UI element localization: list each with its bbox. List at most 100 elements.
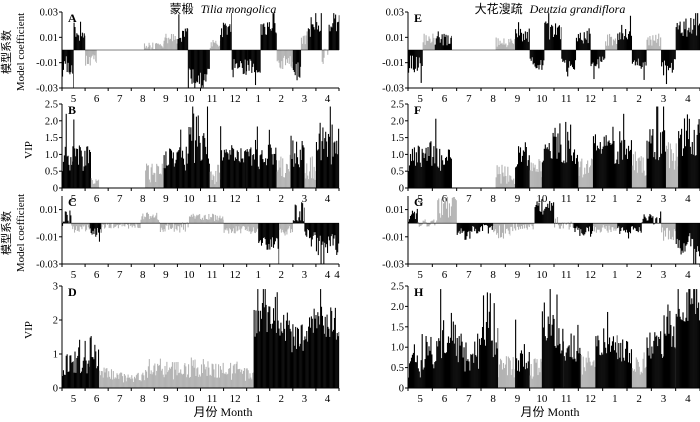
bar-c [281, 223, 283, 230]
bar-f [525, 147, 527, 188]
bar-e [568, 50, 570, 68]
bar-d [206, 375, 208, 388]
bar-a [236, 50, 238, 64]
bar-d [170, 368, 172, 388]
bar-c [199, 214, 201, 224]
bar-a [317, 25, 320, 50]
bar-b [182, 150, 184, 188]
bar-b [72, 146, 74, 188]
bar-c [110, 223, 112, 229]
bar-d [274, 296, 276, 388]
bar-h [696, 289, 698, 388]
bar-b [245, 151, 247, 188]
bar-h [538, 367, 540, 388]
bar-e [545, 21, 547, 50]
bar-a [239, 50, 241, 68]
bar-f [530, 162, 532, 188]
bar-g [679, 223, 681, 249]
bar-g [442, 215, 444, 224]
bar-b [233, 160, 236, 188]
x-tick-label-e: 12 [585, 93, 596, 105]
x-tick-label-d: 10 [183, 393, 195, 405]
bar-c [307, 223, 309, 230]
bar-d [242, 370, 245, 388]
bar-g [609, 223, 611, 230]
bar-g [421, 223, 423, 225]
bar-d [203, 364, 205, 388]
bar-h [540, 358, 542, 388]
bar-g [588, 223, 590, 232]
bar-a [240, 50, 242, 64]
bar-c [169, 223, 171, 226]
bar-c [317, 223, 319, 256]
bar-f [643, 170, 645, 188]
bar-e [624, 36, 626, 50]
bar-g [456, 223, 458, 235]
bar-a [258, 50, 260, 72]
bar-h [480, 344, 482, 388]
bar-b [193, 113, 195, 188]
bar-b [314, 179, 316, 188]
bar-c [246, 223, 248, 231]
bar-c [142, 213, 144, 224]
bar-c [150, 217, 152, 224]
bar-b [69, 170, 71, 188]
bar-a [68, 50, 70, 73]
bar-d [197, 367, 199, 388]
bar-c [305, 223, 307, 236]
bar-a [158, 44, 160, 50]
bar-h [673, 326, 675, 388]
bar-h [573, 335, 575, 388]
bar-c [104, 223, 106, 229]
bar-h [623, 357, 625, 388]
bar-d [330, 307, 332, 388]
bar-a [321, 50, 323, 62]
bar-f [680, 134, 682, 188]
bar-a [295, 50, 297, 64]
bar-c [144, 216, 146, 224]
x-tick-label-f: 4 [685, 193, 691, 205]
bar-e [566, 50, 568, 72]
bar-f [539, 160, 541, 188]
bar-a [228, 26, 230, 50]
bar-h [438, 338, 440, 388]
bar-f [605, 135, 607, 188]
bar-e [636, 50, 638, 66]
bar-g [493, 223, 495, 233]
bar-d [99, 375, 101, 388]
bar-c [336, 223, 338, 255]
bar-e [609, 36, 612, 50]
bar-a [155, 43, 158, 50]
bar-e [554, 23, 557, 50]
bar-g [670, 223, 672, 240]
bar-c [162, 223, 164, 232]
bar-c [224, 223, 226, 230]
bar-d [317, 312, 319, 388]
bar-c [93, 223, 95, 235]
bar-e [623, 39, 625, 50]
panel-h: 00.51.01.52.02.55 6 7 8 9 10 11 12 1 2 3 4H [391, 282, 700, 405]
x-tick-label-a: 6 [94, 93, 100, 105]
bar-a [177, 38, 179, 50]
bar-e [613, 40, 615, 50]
bar-d [113, 378, 115, 388]
bar-f [495, 177, 497, 188]
bar-b [301, 140, 303, 188]
bar-h [698, 302, 700, 388]
bar-d [115, 378, 117, 388]
bar-g [651, 217, 653, 224]
x-tick-label-f: 1 [612, 193, 618, 205]
bar-c [125, 223, 127, 225]
x-tick-label-a: 7 [117, 93, 123, 105]
bar-c [98, 223, 100, 233]
bar-b [276, 171, 278, 188]
bar-c [219, 215, 221, 224]
bar-c [85, 223, 87, 232]
bar-b [78, 145, 80, 188]
bar-c [147, 213, 149, 224]
x-tick-label-h: 12 [585, 393, 596, 405]
bar-e [440, 39, 442, 50]
bar-b [258, 169, 260, 188]
bar-f [573, 149, 576, 188]
bar-h [572, 359, 574, 388]
